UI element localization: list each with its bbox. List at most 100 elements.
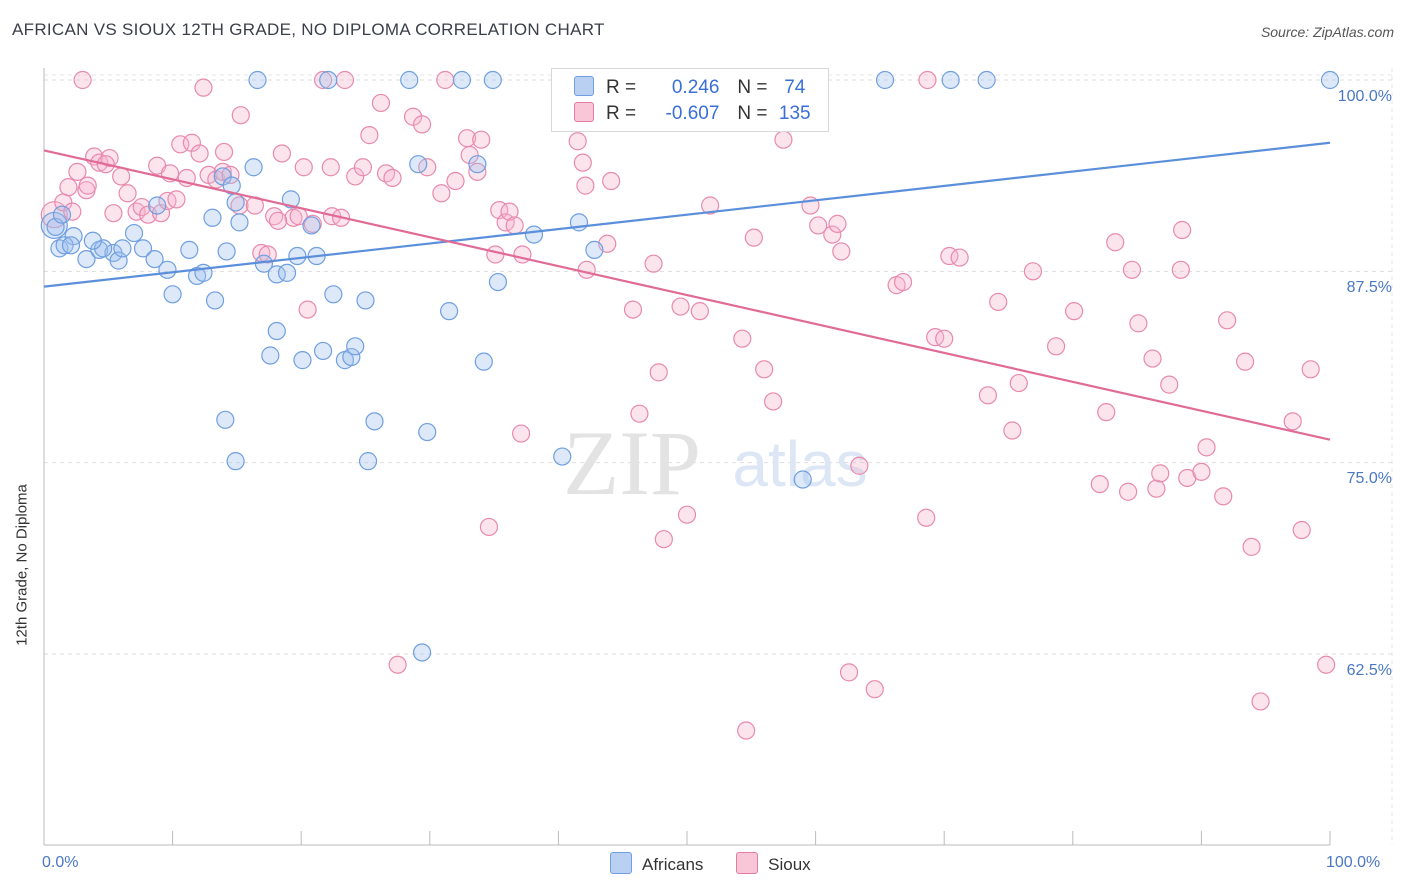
sioux-point	[1171, 260, 1190, 279]
africans-point	[488, 272, 508, 292]
sioux-point	[918, 70, 937, 90]
sioux-point	[78, 176, 97, 195]
sioux-point	[1046, 337, 1066, 356]
sioux-point	[371, 93, 391, 113]
sioux-point	[1023, 262, 1043, 281]
africans-point	[133, 239, 153, 258]
africans-point	[941, 70, 960, 90]
africans-point	[553, 447, 572, 466]
africans-point	[244, 158, 263, 177]
sioux-point	[774, 130, 793, 149]
sioux-point	[1214, 487, 1233, 506]
africans-point	[302, 216, 321, 235]
sioux-point	[1283, 412, 1302, 431]
sioux-point	[935, 329, 954, 348]
africans-point	[216, 410, 235, 429]
africans-point	[158, 260, 177, 279]
africans-point	[226, 452, 245, 471]
sioux-point	[436, 70, 455, 90]
sioux-point	[1218, 311, 1237, 330]
watermark-zip: ZIP	[563, 412, 701, 514]
sioux-point	[505, 216, 524, 235]
sioux-point	[486, 245, 505, 264]
africans-point	[365, 412, 384, 431]
africans-point	[356, 291, 375, 310]
sioux-point	[112, 167, 131, 186]
africans-point	[977, 70, 996, 90]
sioux-point	[654, 530, 673, 549]
grid	[44, 68, 1393, 845]
africans-point	[418, 422, 437, 442]
africans-point	[1320, 70, 1340, 90]
sioux-point	[383, 168, 402, 188]
africans-point	[55, 236, 74, 255]
africans-point	[113, 239, 132, 258]
legend-row-sioux: R = -0.607 N = 135	[574, 102, 817, 126]
africans-point	[124, 223, 144, 243]
sioux-point	[1122, 260, 1142, 279]
legend-r-label: R =	[606, 103, 637, 124]
sioux-point	[194, 78, 213, 97]
sioux-point	[1090, 474, 1109, 494]
legend-swatch-africans	[574, 76, 594, 96]
sioux-point	[573, 153, 592, 172]
series-label-africans: Africans	[642, 855, 704, 874]
sioux-point	[1292, 520, 1311, 540]
series-legend-africans[interactable]: Africans	[610, 852, 703, 875]
sioux-point	[1147, 479, 1166, 498]
sioux-point	[432, 184, 451, 203]
series-legend-sioux[interactable]: Sioux	[736, 852, 811, 875]
africans-point	[293, 351, 312, 370]
africans-point	[61, 236, 81, 255]
sioux-point	[190, 144, 209, 163]
africans-point	[145, 249, 164, 269]
africans-point	[163, 285, 182, 304]
sioux-point	[104, 204, 123, 223]
sioux-point	[171, 135, 190, 154]
sioux-point	[832, 242, 851, 261]
sioux-point	[460, 145, 479, 165]
sioux-point	[158, 191, 177, 211]
africans-point	[319, 70, 338, 90]
africans-point	[452, 70, 472, 90]
y-tick-label: 75.0%	[1346, 470, 1392, 487]
sioux-point	[479, 517, 499, 537]
sioux-point	[1129, 314, 1148, 333]
sioux-point	[1009, 373, 1028, 393]
sioux-point	[690, 302, 709, 321]
sioux-point	[917, 508, 936, 527]
africans-point	[288, 246, 307, 266]
sioux-point	[671, 297, 690, 316]
series-legend: Africans Sioux	[610, 852, 839, 875]
sioux-point	[1197, 438, 1216, 457]
africans-point	[222, 176, 241, 195]
sioux-point	[1301, 360, 1320, 379]
africans-point	[346, 337, 365, 356]
sioux-point	[272, 144, 292, 163]
sioux-point	[258, 245, 277, 264]
sioux-point	[472, 130, 491, 149]
africans-point	[226, 193, 245, 212]
sioux-point	[850, 456, 869, 475]
legend-r-label: R =	[606, 77, 637, 98]
x-tick-label-min: 0.0%	[42, 854, 79, 871]
sioux-point	[412, 115, 432, 134]
chart-title: AFRICAN VS SIOUX 12TH GRADE, NO DIPLOMA …	[12, 20, 605, 39]
sioux-point	[294, 158, 313, 177]
africans-point	[439, 302, 459, 321]
sioux-point	[701, 196, 720, 215]
sioux-point	[468, 162, 487, 181]
sioux-point	[649, 363, 668, 382]
sioux-point	[893, 272, 913, 292]
trend-lines	[43, 141, 1331, 441]
sioux-point	[950, 248, 969, 267]
africans-point	[248, 70, 267, 90]
africans-points	[40, 70, 1340, 662]
sioux-point	[321, 158, 340, 177]
africans-point	[524, 225, 544, 244]
legend-n-label: N =	[737, 103, 768, 124]
sioux-point	[335, 70, 355, 90]
africans-point	[217, 242, 236, 261]
legend-swatch-sioux	[574, 102, 594, 122]
africans-point	[261, 346, 280, 365]
